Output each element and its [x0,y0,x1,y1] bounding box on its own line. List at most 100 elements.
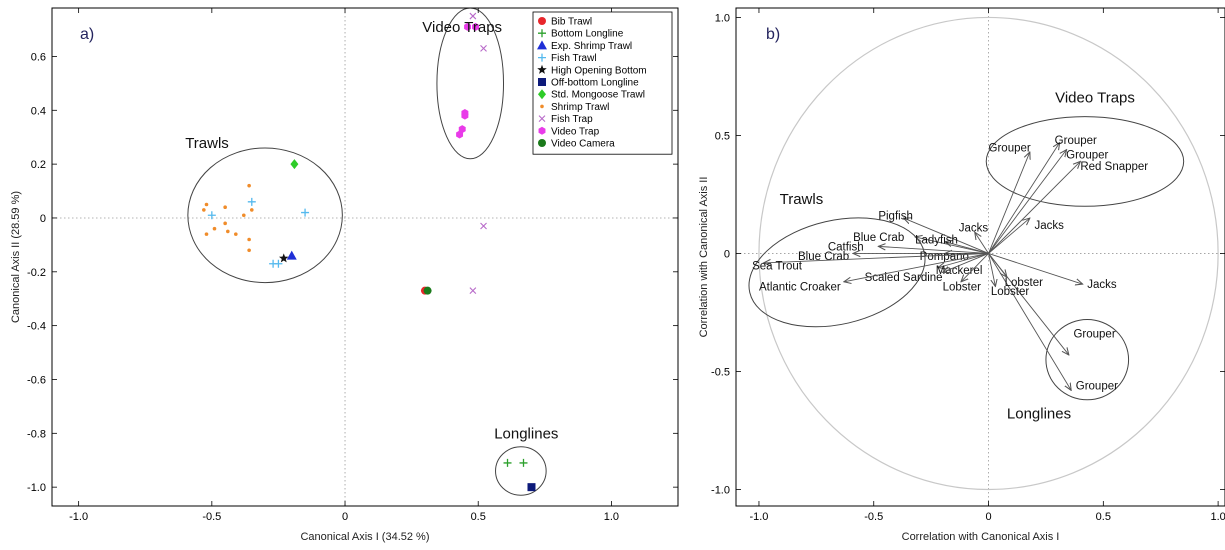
group-ellipse-trawls [187,147,343,284]
vector-label: Grouper [1073,329,1115,341]
vector-arrow [988,253,1083,284]
legend-item-video-camera: Video Camera [538,139,615,150]
legend-marker-fish-trawl [538,53,546,62]
vector-label: Lobster [1005,277,1044,289]
x-tick-label: -0.5 [864,511,883,523]
data-point-fish-trap [480,222,487,230]
plot-frame [51,7,679,507]
legend-label: Bottom Longline [551,29,624,40]
correlation-vectors: Grouper Grouper Red Snapper Grouper Jacks Jac… [752,135,1148,392]
y-tick-label: -0.2 [27,267,46,279]
legend-label: Fish Trawl [551,53,597,64]
legend-item-video-trap: Video Trap [538,126,600,137]
x-tick-label: 0 [985,511,991,523]
legend-box [532,11,673,155]
data-point-fish-trap [469,12,477,20]
vector-arrow [975,232,989,254]
group-label-trawls: Trawls [185,135,229,152]
group-label-video-traps: Video Traps [422,19,502,36]
axis-ticks: -1.0 -0.5 0 0.5 1.0 -1.0 -0.5 0 0.5 1.0 [711,8,1225,523]
panel-label-a: a) [80,26,94,43]
y-tick-label: 0.6 [31,51,46,63]
x-tick-label: -0.5 [202,511,221,523]
unit-circle [758,16,1219,491]
data-point-shrimp-trawl [249,208,254,212]
vector-arrow [961,253,989,281]
vector-atlantic-croaker: Atlantic Croaker [759,253,989,294]
vector-sea-trout: Sea Trout [752,253,989,272]
correlation-biplot: Grouper Grouper Red Snapper Grouper Jacks Jac… [698,7,1225,543]
data-point-shrimp-trawl [204,232,209,236]
data-point-shrimp-trawl [234,232,238,236]
legend-marker-shrimp-trawl [540,104,544,109]
vector-label: Scaled Sardine [865,272,943,284]
data-point-fish-trap [480,44,487,52]
y-tick-label: 0 [724,248,730,260]
vector-lobster: Lobster [943,253,989,294]
y-tick-label: 0.2 [31,159,46,171]
data-point-shrimp-trawl [247,237,251,242]
data-point-fish-trawl [274,259,283,268]
vector-grouper: Grouper [988,142,1031,254]
vector-grouper: Grouper [988,135,1097,254]
vector-lobster: Lobster [988,253,1044,289]
legend-item-fish-trap: Fish Trap [538,114,593,125]
data-point-fish-trawl [301,208,310,217]
vector-arrow [988,218,1030,254]
y-axis-label: Canonical Axis II (28.59 %) [10,191,22,323]
y-tick-label: 0 [40,213,46,225]
legend-marker-high-opening-bottom [537,64,547,74]
data-point-shrimp-trawl [241,213,246,218]
legend-label: Video Trap [551,126,600,137]
vector-arrow [878,246,989,254]
vector-jacks: Jacks [988,253,1117,291]
legend-item-high-opening-bottom: High Opening Bottom [537,64,647,76]
legend-label: Bib Trawl [551,17,592,28]
vector-label: Lobster [943,282,982,294]
y-tick-label: -1.0 [711,484,730,496]
vector-grouper: Grouper [988,253,1116,354]
data-point-bottom-longline [519,458,528,467]
vector-arrow [904,218,989,254]
vector-jacks: Jacks [959,222,989,254]
vector-arrow [938,253,989,267]
legend-label: Video Camera [551,139,615,150]
vector-label: Jacks [1034,220,1064,232]
vector-arrow [945,242,989,254]
group-label-longlines: Longlines [494,426,558,443]
vector-jacks: Jacks [988,218,1064,254]
legend-item-std-mongoose-trawl: Std. Mongoose Trawl [538,89,645,101]
vector-red-snapper: Red Snapper [988,161,1148,254]
data-point-video-trap [456,130,464,139]
data-point-off-bottom-longline [527,483,536,492]
y-tick-label: 0.4 [31,105,46,117]
data-point-shrimp-trawl [247,183,251,188]
vector-label: Grouper [1055,135,1097,147]
vector-label: Jacks [1087,279,1117,291]
legend-label: Shrimp Trawl [551,102,609,113]
x-tick-label: 0.5 [1096,511,1111,523]
legend-marker-std-mongoose-trawl [538,89,546,100]
data-point-shrimp-trawl [202,208,206,212]
vector-label: Grouper [989,142,1031,154]
ordination-scatter-plot: -1.0 -0.5 0 0.5 1.0 -1.0 -0.8 -0.6 -0.4 -0.2 0 0.2 0… [10,7,679,543]
y-tick-label: -0.5 [711,366,730,378]
legend-label: Fish Trap [551,114,593,125]
data-point-video-camera [423,286,432,295]
panel-label-b: b) [766,26,780,43]
axis-ticks: -1.0 -0.5 0 0.5 1.0 -1.0 -0.8 -0.6 -0.4 -0.2 0 0.2 0… [27,8,678,523]
x-tick-label: -1.0 [749,511,768,523]
data-point-video-trap [472,22,480,31]
legend-label: Exp. Shrimp Trawl [551,41,632,52]
data-point-fish-trap [469,287,477,295]
legend-label: Off-bottom Longline [551,78,639,89]
legend-marker-video-camera [538,139,546,147]
vector-label: Sea Trout [752,260,803,272]
data-point-shrimp-trawl [212,226,217,231]
vector-ladyfish: Ladyfish [915,234,989,254]
data-point-fish-trawl [207,211,216,220]
vector-label: Red Snapper [1080,161,1148,173]
x-tick-label: 1.0 [1210,511,1225,523]
y-axis-label: Correlation with Canonical Axis II [698,177,710,338]
